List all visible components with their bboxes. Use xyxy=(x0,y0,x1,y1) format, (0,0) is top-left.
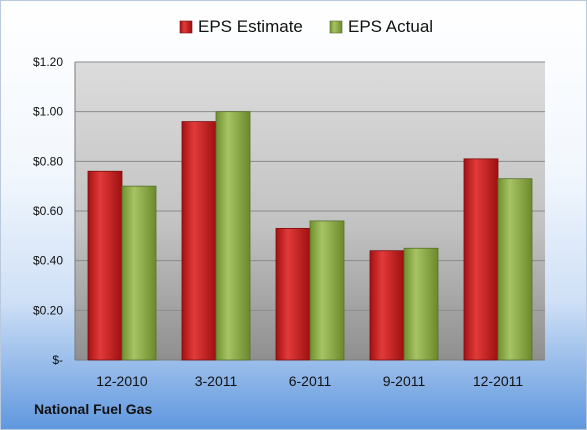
bar-eps-estimate xyxy=(181,121,217,361)
bar-eps-actual xyxy=(403,247,439,361)
x-tick-label: 12-2011 xyxy=(473,373,524,389)
bar-eps-estimate xyxy=(463,158,499,361)
bar-eps-actual xyxy=(121,185,157,361)
y-tick-label: $0.20 xyxy=(33,303,63,317)
bar-eps-estimate xyxy=(275,227,311,361)
x-tick-label: 6-2011 xyxy=(289,373,332,389)
bar-eps-actual xyxy=(497,178,533,361)
bar-eps-actual xyxy=(309,220,345,361)
bar-eps-actual xyxy=(215,111,251,361)
bar-eps-estimate xyxy=(369,250,405,361)
legend-swatch-eps-estimate xyxy=(179,20,193,34)
y-tick-label: $- xyxy=(52,353,63,367)
y-tick-label: $1.00 xyxy=(33,105,63,119)
y-tick-label: $1.20 xyxy=(33,55,63,69)
y-tick-label: $0.40 xyxy=(33,254,63,268)
x-tick-label: 9-2011 xyxy=(383,373,426,389)
company-name: National Fuel Gas xyxy=(34,401,153,417)
legend-label-eps-estimate: EPS Estimate xyxy=(198,17,303,36)
y-tick-label: $0.60 xyxy=(33,204,63,218)
legend-swatch-eps-actual xyxy=(329,20,343,34)
y-tick-label: $0.80 xyxy=(33,154,63,168)
legend-label-eps-actual: EPS Actual xyxy=(348,17,433,36)
bar-eps-estimate xyxy=(87,170,123,361)
x-tick-label: 12-2010 xyxy=(96,373,148,389)
x-tick-label: 3-2011 xyxy=(195,373,238,389)
